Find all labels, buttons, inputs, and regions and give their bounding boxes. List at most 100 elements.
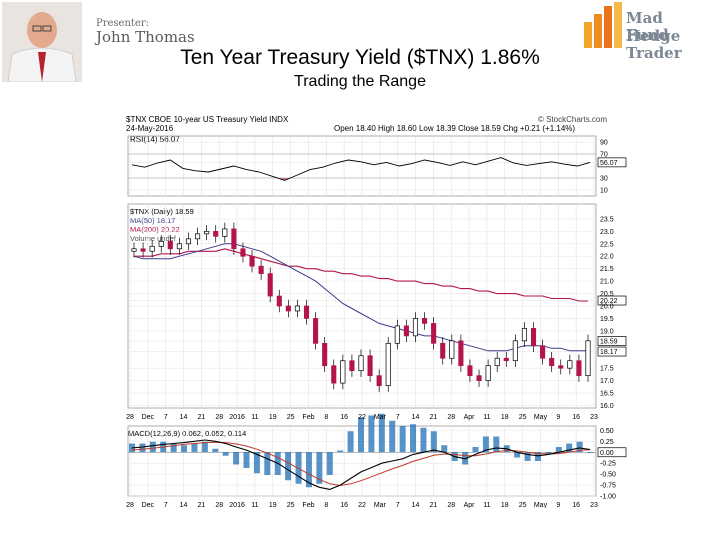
x-tick-label-bottom: 21 — [429, 502, 437, 508]
x-tick-label: 11 — [251, 414, 258, 421]
price-legend-0: $TNX (Daily) 18.59 — [130, 207, 194, 216]
price-y-tick-label: 20.0 — [600, 304, 614, 311]
price-candle — [567, 354, 573, 375]
x-tick-label-bottom: Apr — [464, 502, 476, 508]
x-tick-label-bottom: 7 — [164, 502, 168, 508]
x-tick-label-bottom: 11 — [251, 502, 258, 508]
candle-body — [358, 355, 364, 372]
price-candle — [276, 289, 282, 313]
price-candle — [458, 334, 464, 372]
price-candle — [367, 349, 373, 382]
x-tick-label: 28 — [126, 414, 134, 421]
price-candle — [467, 359, 473, 382]
x-tick-label-bottom: 19 — [269, 502, 277, 508]
macd-histogram-bar — [587, 452, 593, 454]
candle-body — [276, 295, 282, 307]
price-candle — [303, 299, 310, 325]
price-legend-3: Volume undef — [130, 234, 177, 243]
macd-y-tick-label: 0.25 — [600, 439, 614, 446]
macd-histogram-bar — [316, 452, 323, 484]
price-candle — [213, 225, 219, 243]
macd-histogram-bar — [358, 417, 364, 453]
candle-body — [349, 360, 355, 372]
macd-histogram-bar — [420, 427, 427, 453]
macd-histogram-bar — [326, 452, 333, 475]
price-candle — [249, 250, 255, 273]
macd-histogram-bar — [139, 443, 146, 453]
rsi-y-tick-label: 10 — [600, 188, 608, 195]
x-tick-label: Feb — [302, 414, 314, 421]
macd-y-tick-label: -0.75 — [600, 483, 616, 490]
price-candle — [385, 337, 391, 392]
price-candle — [185, 232, 192, 251]
candle-body — [222, 228, 228, 237]
candle-body — [558, 365, 564, 369]
price-candle — [140, 242, 146, 258]
candle-body — [512, 340, 518, 362]
macd-histogram-bar — [305, 452, 312, 488]
macd-histogram-bar — [170, 443, 177, 453]
rsi-line — [131, 157, 591, 181]
price-y-tick-label: 16.5 — [600, 391, 614, 398]
x-tick-label-bottom: 16 — [572, 502, 580, 508]
x-tick-label: 8 — [324, 414, 328, 421]
price-y-tick-label: 18.17 — [600, 349, 618, 356]
candle-body — [204, 231, 210, 235]
price-legend-1: MA(50) 18.17 — [130, 216, 175, 225]
price-candle — [167, 235, 173, 255]
price-candle — [403, 319, 409, 343]
macd-histogram-bar — [399, 426, 406, 453]
macd-histogram-bar — [493, 436, 500, 453]
price-candle — [158, 235, 164, 253]
candle-body — [549, 357, 555, 367]
chart-date-line: 24-May-2016 — [126, 124, 174, 133]
price-y-tick-label: 23.0 — [600, 229, 614, 236]
price-candle — [558, 359, 564, 375]
x-tick-label-bottom: 21 — [197, 502, 205, 508]
slide-header: Presenter: John Thomas Mad Hedge Fund Tr… — [0, 0, 720, 100]
x-tick-label: 14 — [180, 414, 188, 421]
x-tick-label-bottom: 23 — [590, 502, 598, 508]
rsi-y-tick-label: 56.07 — [600, 160, 618, 167]
price-y-tick-label: 21.0 — [600, 279, 614, 286]
macd-histogram-bar — [524, 452, 531, 461]
price-candle — [431, 317, 437, 350]
x-tick-label-bottom: 18 — [501, 502, 509, 508]
candle-body — [158, 240, 164, 247]
slide-title: Ten Year Treasury Yield ($TNX) 1.86% — [180, 46, 540, 69]
price-y-tick-label: 20.22 — [600, 298, 618, 305]
price-candle — [412, 312, 419, 343]
x-tick-label: 21 — [429, 414, 437, 421]
x-tick-label: 7 — [164, 414, 168, 421]
x-tick-label-bottom: Feb — [302, 502, 314, 508]
x-tick-label: 28 — [215, 414, 223, 421]
macd-histogram-bar — [149, 441, 156, 453]
price-candle — [131, 242, 137, 258]
macd-y-tick-label: -0.25 — [600, 461, 616, 468]
price-candle — [376, 369, 382, 392]
x-tick-label: May — [534, 414, 548, 421]
candle-body — [240, 248, 246, 257]
price-candle — [422, 312, 428, 330]
x-tick-label-bottom: Dec — [142, 502, 155, 508]
macd-histogram-bar — [410, 424, 417, 453]
candle-body — [176, 243, 182, 250]
candle-body — [540, 345, 546, 359]
candle-body — [140, 248, 146, 252]
x-tick-label-bottom: Mar — [374, 502, 387, 508]
macd-histogram-bar — [378, 413, 385, 453]
chart-svg: $TNX CBOE 10-year US Treasury Yield INDX… — [120, 108, 640, 508]
macd-line — [131, 439, 591, 490]
price-y-tick-box — [597, 346, 627, 357]
macd-histogram-bar — [181, 445, 188, 453]
macd-histogram-bar — [191, 443, 198, 453]
price-candle — [258, 259, 264, 280]
macd-histogram-bar — [233, 452, 240, 465]
macd-y-tick-label: 0.50 — [600, 428, 614, 435]
x-tick-label: 25 — [287, 414, 295, 421]
rsi-y-tick-box — [597, 157, 627, 168]
x-tick-label: 23 — [590, 414, 598, 421]
candle-body — [131, 248, 137, 252]
rsi-label: RSI(14) 56.07 — [130, 135, 180, 144]
candle-body — [567, 360, 573, 369]
